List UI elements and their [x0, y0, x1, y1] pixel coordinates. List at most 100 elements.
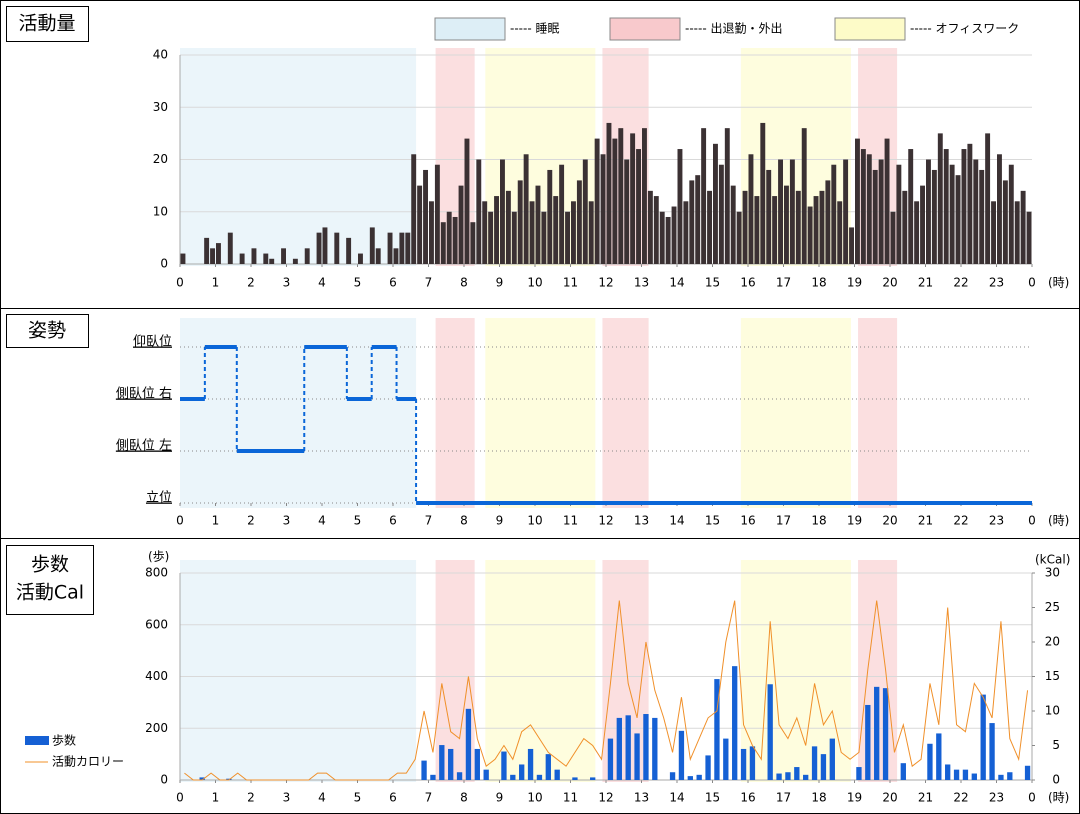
bar: [304, 248, 310, 264]
y-tick-label: 0: [160, 773, 168, 787]
bar: [535, 185, 541, 264]
step-bar: [811, 746, 818, 780]
bar: [334, 232, 340, 264]
bar: [281, 248, 286, 264]
x-tick-label: 15: [705, 514, 720, 528]
title-box: [6, 314, 89, 348]
x-tick-label: 17: [776, 276, 791, 290]
x-tick-label: 0: [1028, 514, 1036, 528]
legend-swatch: [609, 17, 681, 41]
x-tick-label: 15: [705, 791, 720, 805]
step-bar: [456, 772, 463, 780]
y-tick-label: 0: [160, 257, 168, 271]
step-bar: [714, 679, 720, 780]
y2-tick-label: 10: [1045, 704, 1060, 718]
y-tick-label: 600: [145, 617, 168, 631]
step-bar: [483, 769, 489, 780]
step-bar: [785, 772, 791, 780]
step-bar: [501, 751, 507, 780]
title-box: [6, 6, 89, 42]
bar: [346, 237, 352, 264]
step-bar: [723, 738, 729, 780]
step-bar: [448, 748, 454, 780]
bar: [742, 190, 748, 264]
bar: [1002, 180, 1008, 264]
bar: [772, 196, 778, 264]
bar: [369, 227, 375, 264]
step-bar: [971, 773, 977, 780]
bar: [837, 201, 843, 264]
bar: [825, 180, 831, 264]
bar: [931, 169, 937, 264]
bar: [896, 164, 902, 264]
x-tick-label: 22: [953, 276, 968, 290]
title-box: [6, 545, 94, 615]
bar: [908, 149, 914, 264]
bar: [423, 169, 428, 264]
bar: [636, 149, 641, 264]
bar: [665, 216, 671, 264]
x-tick-label: 18: [811, 276, 826, 290]
x-tick-label: 1: [212, 791, 220, 805]
bar: [1014, 201, 1020, 264]
bar: [730, 185, 736, 264]
x-tick-label: 16: [740, 514, 755, 528]
x-tick-label: 6: [389, 276, 397, 290]
y-category-label: 立位: [146, 491, 172, 506]
bar: [1020, 190, 1026, 264]
x-tick-label: 14: [669, 791, 684, 805]
x-tick-label: 12: [598, 276, 613, 290]
x-tick-label: 7: [425, 514, 433, 528]
bar: [724, 128, 730, 264]
x-tick-label: 3: [283, 276, 291, 290]
bar: [878, 159, 884, 264]
bar: [849, 227, 854, 264]
x-tick-label: 0: [1028, 276, 1036, 290]
x-tick-label: 10: [527, 276, 542, 290]
x-tick-label: 0: [176, 276, 184, 290]
bar: [571, 201, 576, 264]
x-tick-label: 18: [811, 514, 826, 528]
step-bar: [732, 666, 738, 780]
x-tick-label: 6: [389, 514, 397, 528]
x-tick-label: 17: [776, 791, 791, 805]
x-tick-label: 2: [247, 514, 255, 528]
bar: [316, 232, 322, 264]
x-tick-label: 14: [669, 276, 684, 290]
x-tick-label: 23: [989, 276, 1004, 290]
step-bar: [856, 767, 862, 780]
bar: [855, 138, 860, 264]
band: [180, 318, 417, 508]
step-bar: [1024, 765, 1031, 780]
bar: [269, 258, 275, 264]
calorie-line: [184, 600, 1029, 781]
x-tick-label: 5: [354, 791, 362, 805]
bar: [860, 149, 866, 264]
bar: [452, 216, 458, 264]
bar: [553, 196, 559, 264]
step-bar: [953, 769, 960, 780]
step-bar: [510, 774, 516, 780]
x-tick-label: 20: [882, 514, 897, 528]
bar: [559, 164, 565, 264]
bar: [393, 248, 399, 264]
x-tick-label: 21: [918, 791, 933, 805]
step-bar: [669, 772, 676, 780]
step-bar: [767, 684, 773, 780]
band: [740, 318, 851, 508]
y2-tick-label: 20: [1045, 635, 1060, 649]
bar: [789, 159, 795, 264]
step-bar: [439, 745, 445, 780]
bar: [517, 180, 523, 264]
bar: [659, 211, 665, 264]
bar: [937, 133, 943, 264]
y-tick-label: 20: [153, 152, 168, 166]
step-bar: [776, 773, 782, 780]
bar: [695, 175, 701, 264]
bar: [227, 232, 233, 264]
bar: [594, 138, 600, 264]
bar: [464, 138, 470, 264]
x-tick-label: 9: [496, 514, 504, 528]
step-bar: [705, 755, 711, 780]
